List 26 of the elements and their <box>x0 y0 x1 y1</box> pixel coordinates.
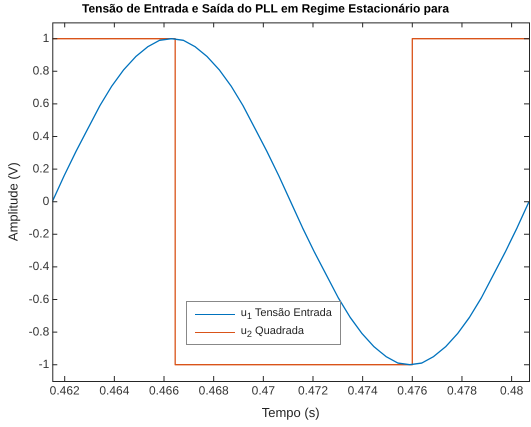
legend-label: u$_{1}$ Tensão Entrada <box>240 307 332 322</box>
y-tick-label: 0.8 <box>32 64 50 78</box>
x-tick-label: 0.468 <box>198 384 230 398</box>
x-tick-label: 0.466 <box>148 384 180 398</box>
x-tick-label: 0.462 <box>50 384 80 398</box>
y-tick-label: 0.2 <box>32 161 50 176</box>
x-tick-label: 0.464 <box>99 384 130 398</box>
y-tick-label: -0.6 <box>28 292 50 306</box>
y-tick-label: -0.8 <box>28 324 50 338</box>
x-tick-label: 0.476 <box>397 384 428 398</box>
x-tick-label: 0.47 <box>252 384 276 398</box>
x-axis-title: Tempo (s) <box>262 404 320 420</box>
chart-title: Tensão de Entrada e Saída do PLL em Regime Estacionário para <box>82 2 450 16</box>
y-tick-label: 0.6 <box>32 96 50 110</box>
y-tick-label: -1 <box>38 357 50 372</box>
y-tick-label: -0.2 <box>28 226 50 241</box>
x-tick-label: 0.474 <box>348 384 378 398</box>
x-tick-label: 0.472 <box>298 384 328 398</box>
y-tick-label: -0.4 <box>28 259 50 274</box>
y-tick-label: 0.4 <box>32 128 50 143</box>
legend-label: u$_{2}$ Quadrada <box>240 325 304 340</box>
y-tick-label: 0 <box>42 194 50 208</box>
x-tick-label: 0.48 <box>500 384 524 398</box>
y-tick-label: 1 <box>42 31 50 46</box>
y-axis-title: Amplitude (V) <box>5 162 20 242</box>
x-tick-label: 0.478 <box>446 384 478 398</box>
